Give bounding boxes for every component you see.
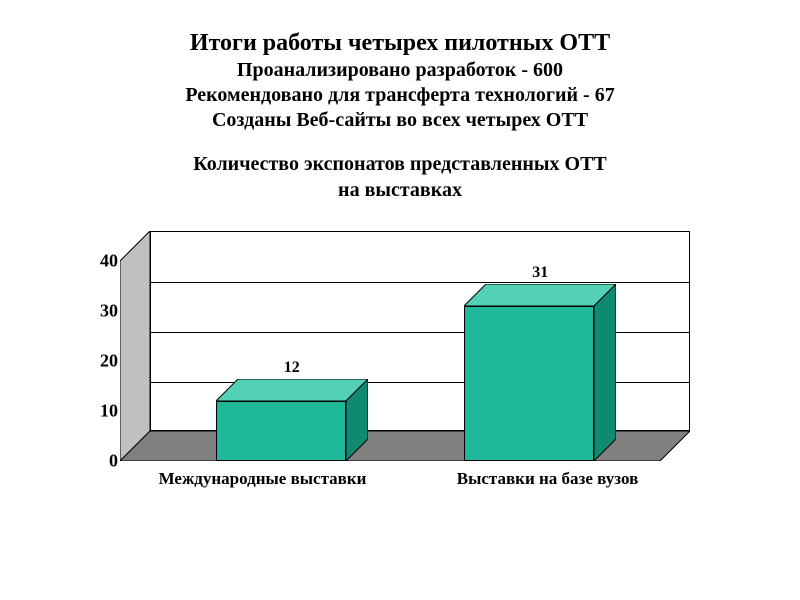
header-line-2: Проанализировано разработок - 600 [0, 58, 800, 83]
chart-side-wall [120, 231, 150, 461]
bar-front-face [464, 306, 594, 461]
y-tick-label: 30 [60, 301, 118, 322]
bar-value-label: 31 [464, 264, 616, 282]
header-block: Итоги работы четырех пилотных ОТТ Проана… [0, 0, 800, 133]
y-tick-label: 0 [60, 451, 118, 472]
bar: 12 [216, 401, 368, 461]
header-line-3: Рекомендовано для трансферта технологий … [0, 83, 800, 108]
bar-side-face [594, 284, 616, 461]
page-title: Итоги работы четырех пилотных ОТТ [0, 28, 800, 58]
y-tick-label: 40 [60, 251, 118, 272]
bar: 31 [464, 306, 616, 461]
bar-value-label: 12 [216, 359, 368, 377]
y-axis-labels: 010203040 [60, 221, 118, 461]
x-tick-label: Выставки на базе вузов [405, 469, 690, 509]
x-axis-labels: Международные выставкиВыставки на базе в… [120, 469, 690, 509]
header-line-4: Созданы Веб-сайты во всех четырех ОТТ [0, 108, 800, 133]
bar-side-face [346, 379, 368, 461]
bar-chart: 0 10 20 30 40 12 31 Международные выставкиВыс… [60, 221, 740, 531]
x-tick-label: Международные выставки [120, 469, 405, 509]
y-tick-label: 10 [60, 401, 118, 422]
grid-line [151, 282, 689, 283]
bar-front-face [216, 401, 346, 461]
side-wall-svg [120, 231, 150, 461]
chart-title-line2: на выставках [338, 179, 462, 201]
chart-title-line1: Количество экспонатов представленных ОТТ [193, 153, 607, 175]
y-tick-label: 20 [60, 351, 118, 372]
chart-title: Количество экспонатов представленных ОТТ… [0, 151, 800, 203]
